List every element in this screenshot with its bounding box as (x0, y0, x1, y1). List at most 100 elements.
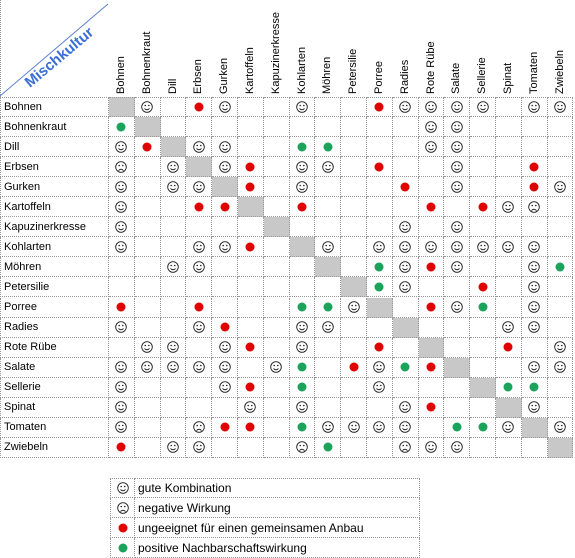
cell (418, 257, 445, 278)
cell (212, 117, 238, 138)
cell (341, 257, 367, 278)
cell (160, 117, 187, 138)
cell (315, 157, 342, 178)
cell (341, 337, 367, 358)
cell (238, 217, 264, 238)
row-label: Kartoffeln (0, 197, 109, 218)
cell (418, 197, 445, 218)
cell (212, 417, 238, 438)
cell (109, 177, 135, 198)
cell (470, 217, 496, 238)
row-label: Petersilie (0, 277, 109, 298)
column-header: Spinat (501, 62, 514, 94)
cell (444, 377, 471, 398)
cell (496, 157, 522, 178)
cell (470, 437, 496, 458)
cell (160, 377, 187, 398)
cell (109, 137, 135, 158)
cell (496, 277, 522, 298)
cell (367, 217, 393, 238)
cell (160, 97, 187, 118)
cell (521, 317, 548, 338)
cell (341, 377, 367, 398)
cell (341, 117, 367, 138)
legend-label: gute Kombination (135, 478, 420, 498)
cell (392, 337, 419, 358)
cell (341, 317, 367, 338)
cell (160, 157, 187, 178)
cell (444, 437, 471, 458)
cell (238, 157, 264, 178)
cell (134, 297, 161, 318)
cell (521, 257, 548, 278)
cell (289, 397, 316, 418)
column-header: Radies (398, 59, 411, 94)
cell (289, 237, 316, 258)
cell (263, 257, 290, 278)
cell (238, 257, 264, 278)
cell (263, 177, 290, 198)
cell (212, 397, 238, 418)
cell (341, 357, 367, 378)
corner-title: Mischkultur (22, 24, 98, 91)
cell (109, 437, 135, 458)
cell (418, 417, 445, 438)
row-label: Sellerie (0, 377, 109, 398)
cell (341, 217, 367, 238)
cell (263, 377, 290, 398)
cell (418, 277, 445, 298)
legend-symbol (110, 478, 135, 498)
cell (547, 277, 574, 298)
cell (263, 137, 290, 158)
cell (263, 437, 290, 458)
cell (238, 137, 264, 158)
cell (263, 277, 290, 298)
cell (418, 437, 445, 458)
column-header: Rote Rübe (424, 41, 437, 94)
cell (186, 137, 213, 158)
cell (470, 97, 496, 118)
column-header: Kartoffeln (243, 47, 256, 94)
cell (315, 317, 342, 338)
cell (212, 97, 238, 118)
cell (521, 337, 548, 358)
cell (392, 357, 419, 378)
row-label: Zwiebeln (0, 437, 109, 458)
cell (109, 157, 135, 178)
cell (496, 417, 522, 438)
cell (186, 437, 213, 458)
cell (392, 117, 419, 138)
cell (392, 297, 419, 318)
cell (238, 117, 264, 138)
cell (392, 217, 419, 238)
cell (392, 197, 419, 218)
cell (109, 277, 135, 298)
cell (315, 437, 342, 458)
cell (418, 97, 445, 118)
cell (134, 397, 161, 418)
cell (315, 117, 342, 138)
row-label: Tomaten (0, 417, 109, 438)
cell (289, 257, 316, 278)
cell (418, 217, 445, 238)
cell (263, 217, 290, 238)
cell (444, 217, 471, 238)
cell (263, 297, 290, 318)
cell (367, 197, 393, 218)
cell (444, 357, 471, 378)
cell (470, 277, 496, 298)
cell (418, 177, 445, 198)
cell (367, 177, 393, 198)
cell (392, 97, 419, 118)
cell (496, 197, 522, 218)
cell (341, 197, 367, 218)
cell (109, 317, 135, 338)
cell (470, 177, 496, 198)
cell (470, 237, 496, 258)
cell (496, 117, 522, 138)
cell (392, 257, 419, 278)
cell (109, 117, 135, 138)
row-label: Radies (0, 317, 109, 338)
cell (212, 337, 238, 358)
cell (521, 137, 548, 158)
